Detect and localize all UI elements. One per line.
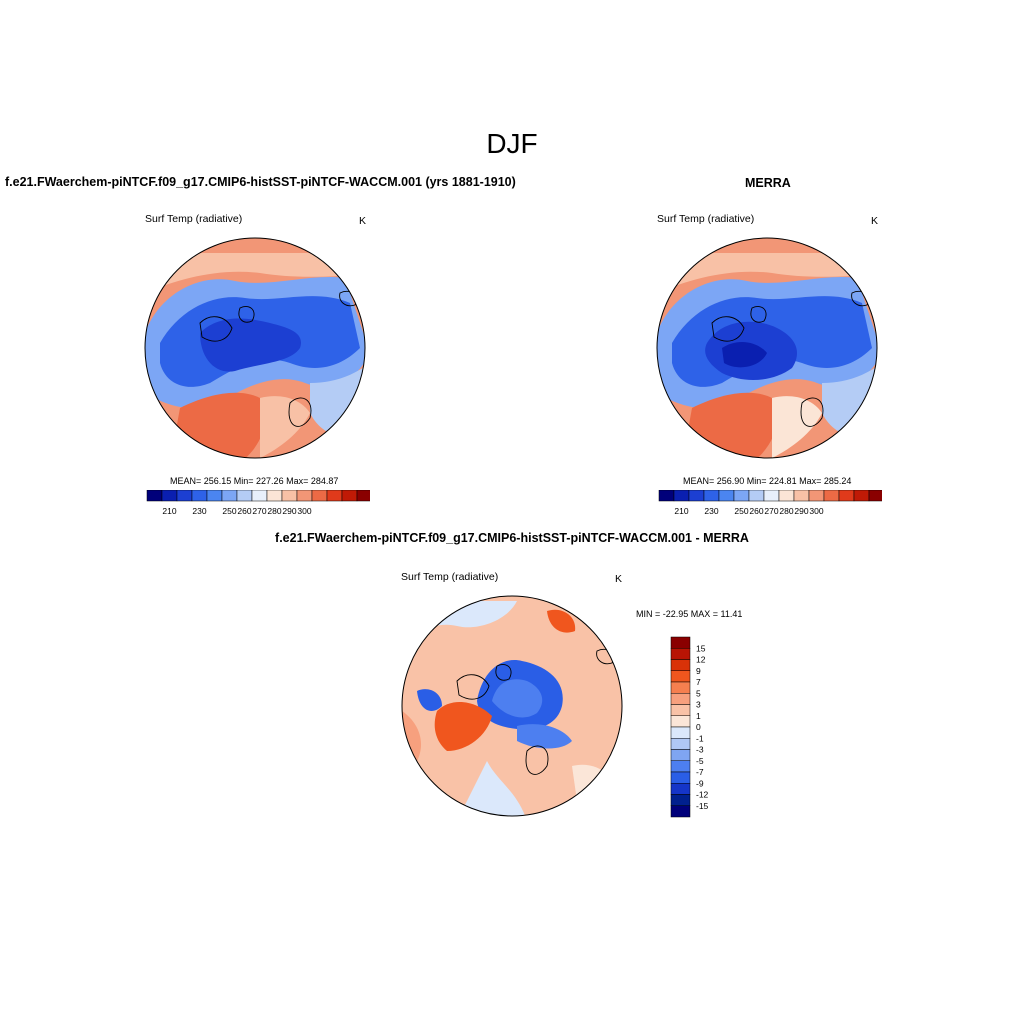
colorbar-tick-label: 300 [297, 506, 311, 516]
colorbar-swatch [326, 490, 343, 502]
colorbar-tick-label: -5 [696, 756, 704, 766]
obs-polar-map [656, 237, 878, 459]
colorbar-tick-label: 210 [674, 506, 688, 516]
colorbar-tick-label: 230 [704, 506, 718, 516]
obs-units-label: K [871, 215, 879, 227]
colorbar-swatch [670, 648, 691, 660]
colorbar-swatch [670, 681, 691, 694]
colorbar-swatch [793, 490, 810, 502]
colorbar-swatch [853, 490, 870, 502]
colorbar-swatch [356, 490, 370, 502]
colorbar-swatch [763, 490, 780, 502]
colorbar-swatch [778, 490, 795, 502]
diff-stats: MIN = -22.95 MAX = 11.41 [636, 609, 743, 619]
obs-variable-label: Surf Temp (radiative) [657, 213, 755, 225]
colorbar-tick-label: -1 [696, 733, 704, 743]
colorbar-swatch [670, 783, 691, 795]
colorbar-tick-label: 270 [764, 506, 778, 516]
colorbar-swatch [670, 794, 691, 806]
colorbar-swatch [161, 490, 178, 502]
colorbar-swatch [670, 670, 691, 683]
colorbar-swatch [670, 659, 691, 671]
colorbar-swatch [236, 490, 253, 502]
colorbar-tick-label: 280 [779, 506, 793, 516]
colorbar-swatch [670, 771, 691, 784]
obs-stats: MEAN= 256.90 Min= 224.81 Max= 285.24 [683, 476, 852, 486]
colorbar-tick-label: -3 [696, 745, 704, 755]
colorbar-swatch [251, 490, 268, 502]
colorbar-tick-label: 15 [696, 643, 706, 653]
colorbar-tick-label: 300 [809, 506, 823, 516]
colorbar-swatch [296, 490, 313, 502]
colorbar-swatch [703, 490, 720, 502]
diff-units-label: K [615, 573, 623, 585]
colorbar-swatch [808, 490, 825, 502]
colorbar-tick-label: 280 [267, 506, 281, 516]
colorbar-tick-label: 0 [696, 722, 701, 732]
colorbar-tick-label: 270 [252, 506, 266, 516]
colorbar-swatch [718, 490, 735, 502]
obs-panel-title: MERRA [745, 176, 791, 190]
colorbar-tick-label: 5 [696, 688, 701, 698]
colorbar-tick-label: 3 [696, 700, 701, 710]
colorbar-tick-label: -9 [696, 778, 704, 788]
colorbar-tick-label: 7 [696, 677, 701, 687]
colorbar-swatch [206, 490, 223, 502]
colorbar-swatch [823, 490, 840, 502]
diff-panel-title: f.e21.FWaerchem-piNTCF.f09_g17.CMIP6-his… [275, 531, 749, 545]
colorbar-swatch [688, 490, 705, 502]
colorbar-swatch [191, 490, 208, 502]
colorbar-swatch [670, 636, 691, 649]
colorbar-tick-label: 230 [192, 506, 206, 516]
colorbar-tick-label: -7 [696, 767, 704, 777]
colorbar-tick-label: 290 [794, 506, 808, 516]
colorbar-tick-label: 250 [222, 506, 236, 516]
diff-variable-label: Surf Temp (radiative) [401, 571, 499, 583]
colorbar-tick-label: 260 [237, 506, 251, 516]
colorbar-swatch [658, 490, 675, 502]
colorbar-swatch [176, 490, 193, 502]
diff-polar-map [401, 595, 623, 817]
colorbar-swatch [146, 490, 163, 502]
colorbar-swatch [670, 715, 691, 728]
colorbar-swatch [838, 490, 855, 502]
model-polar-map [144, 237, 366, 459]
model-units-label: K [359, 215, 367, 227]
model-colorbar: 210 230 250 260 270 280 290 300 [146, 490, 370, 516]
obs-colorbar: 210 230 250 260 270 280 290 300 [658, 490, 882, 516]
colorbar-tick-label: -12 [696, 790, 709, 800]
colorbar-tick-label: 290 [282, 506, 296, 516]
colorbar-swatch [281, 490, 298, 502]
colorbar-swatch [670, 693, 691, 705]
model-stats: MEAN= 256.15 Min= 227.26 Max= 284.87 [170, 476, 339, 486]
colorbar-tick-label: -15 [696, 801, 709, 811]
model-variable-label: Surf Temp (radiative) [145, 213, 243, 225]
colorbar-tick-label: 9 [696, 666, 701, 676]
colorbar-tick-label: 1 [696, 711, 701, 721]
colorbar-swatch [311, 490, 328, 502]
colorbar-swatch [266, 490, 283, 502]
colorbar-swatch [670, 704, 691, 716]
model-panel-title: f.e21.FWaerchem-piNTCF.f09_g17.CMIP6-his… [5, 175, 516, 189]
colorbar-swatch [868, 490, 882, 502]
colorbar-swatch [670, 805, 691, 818]
colorbar-tick-label: 250 [734, 506, 748, 516]
colorbar-swatch [673, 490, 690, 502]
colorbar-swatch [670, 760, 691, 773]
colorbar-swatch [221, 490, 238, 502]
colorbar-swatch [748, 490, 765, 502]
figure-title: DJF [486, 128, 538, 159]
colorbar-swatch [670, 749, 691, 761]
colorbar-tick-label: 210 [162, 506, 176, 516]
colorbar-swatch [670, 726, 691, 739]
colorbar-tick-label: 260 [749, 506, 763, 516]
colorbar-swatch [341, 490, 358, 502]
colorbar-swatch [670, 738, 691, 750]
colorbar-tick-label: 12 [696, 655, 706, 665]
colorbar-swatch [733, 490, 750, 502]
